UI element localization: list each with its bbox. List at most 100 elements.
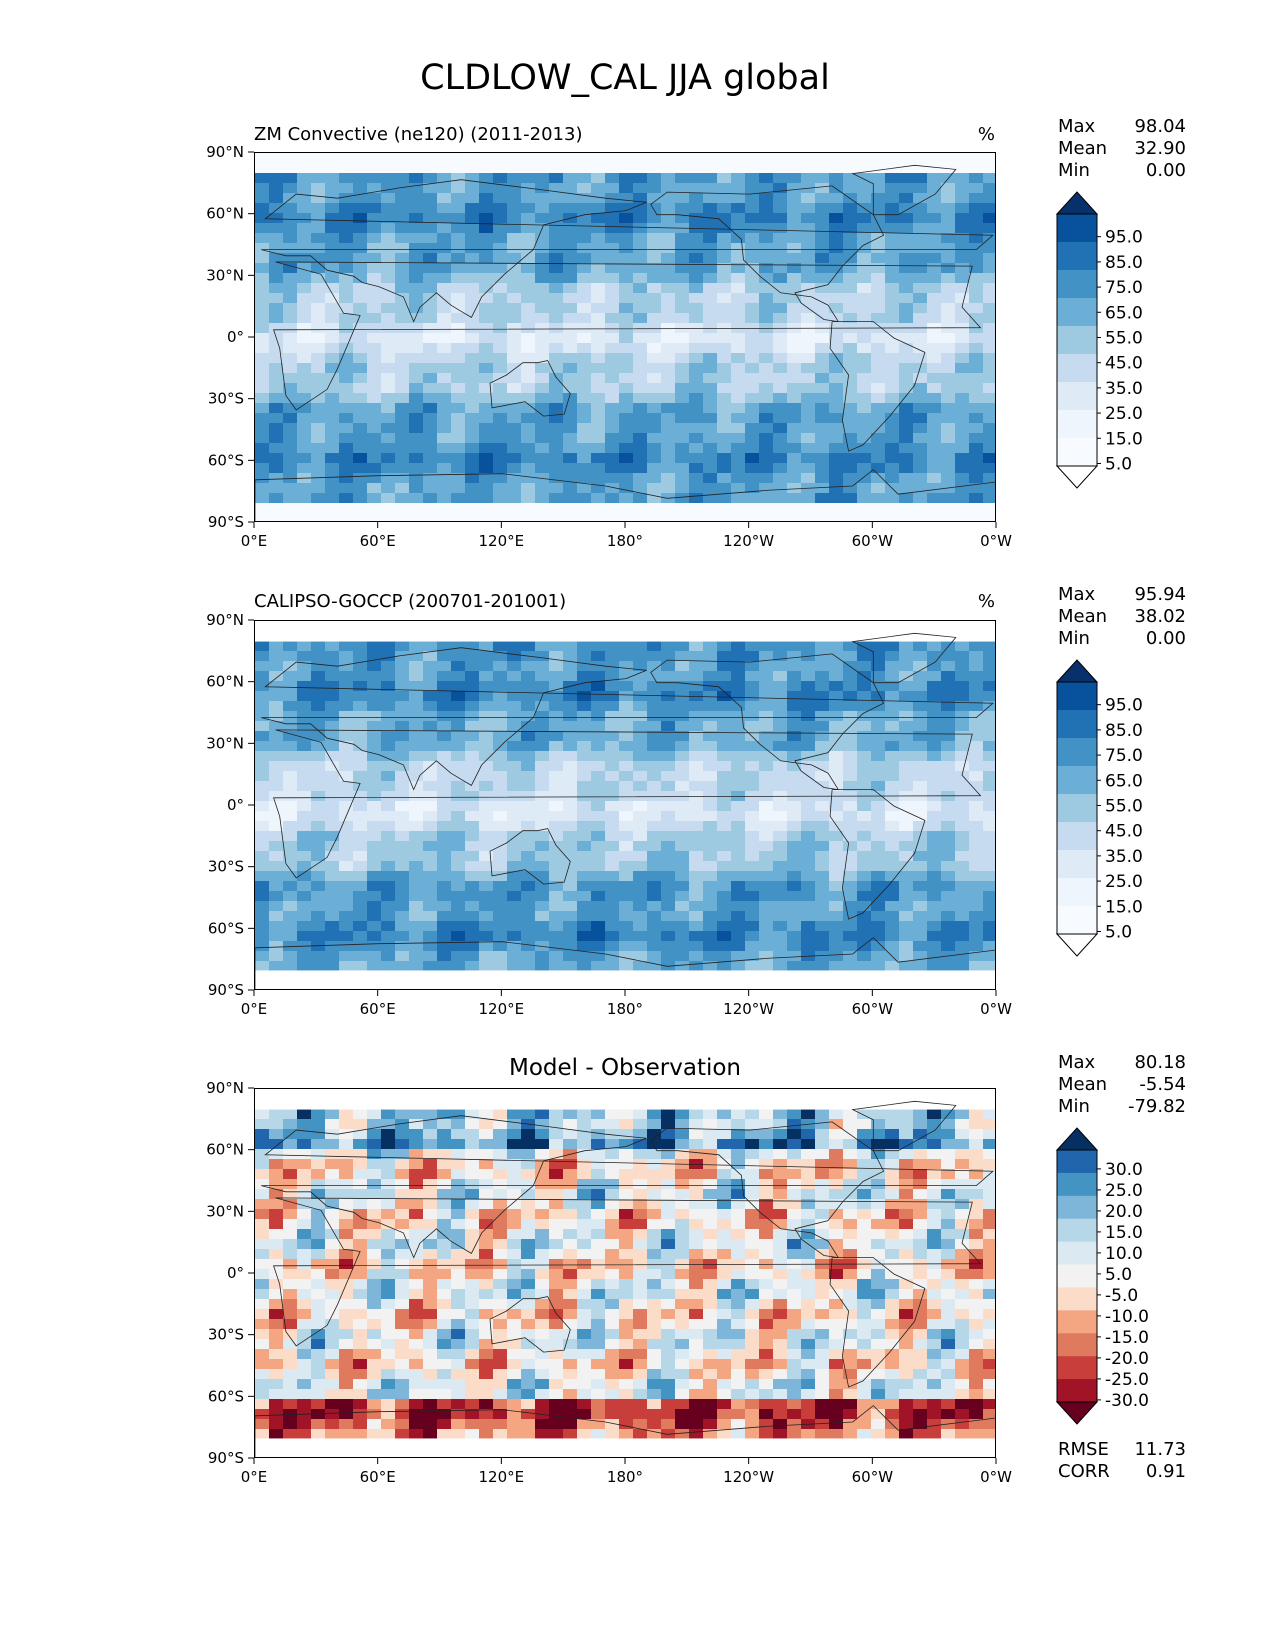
- x-tick-label: 180°: [607, 1000, 643, 1018]
- x-tick-label: 120°W: [723, 1468, 774, 1486]
- colorbar-label: 45.0: [1105, 822, 1143, 842]
- x-tick-label: 60°E: [360, 1468, 396, 1486]
- colorbar-segment: [1057, 1287, 1097, 1311]
- x-tick-label: 60°W: [852, 1468, 894, 1486]
- colorbar-label: 25.0: [1105, 1181, 1143, 1201]
- x-tick-label: 60°W: [852, 532, 894, 550]
- colorbar-label: 55.0: [1105, 796, 1143, 816]
- stats-box: Max 80.18 Mean -5.54 Min -79.82: [1058, 1052, 1186, 1118]
- y-tick-label: 0°: [227, 328, 244, 346]
- colorbar: 95.0 85.0 75.0 65.0 55.0 45.0 35.0 25.0 15.0 5.0: [1055, 659, 1143, 957]
- colorbar-frame: [1056, 213, 1098, 467]
- y-tick-label: 0°: [227, 796, 244, 814]
- colorbar-segment: [1057, 878, 1097, 907]
- panel-title: ZM Convective (ne120) (2011-2013): [254, 124, 583, 145]
- stat-max: Max 80.18: [1058, 1052, 1186, 1073]
- map-axes: 0°E 60°E 120°E 180° 120°W 60°W 0°W 90°N 60°N 30°N…: [206, 611, 1012, 1018]
- colorbar-label: -30.0: [1105, 1391, 1149, 1411]
- colorbar-segment: [1057, 1150, 1097, 1174]
- panel-model: ZM Convective (ne120) (2011-2013) % 0°E 6…: [0, 0, 1275, 550]
- colorbar-label: 95.0: [1105, 228, 1143, 248]
- colorbar-label: 35.0: [1105, 379, 1143, 399]
- y-tick-label: 30°S: [208, 1326, 244, 1344]
- y-tick-label: 60°S: [208, 1387, 244, 1405]
- colorbar-segment: [1057, 766, 1097, 795]
- y-tick-label: 30°N: [206, 734, 244, 752]
- x-tick-label: 0°W: [980, 1000, 1012, 1018]
- x-tick-label: 60°W: [852, 1000, 894, 1018]
- colorbar-label: 15.0: [1105, 429, 1143, 449]
- colorbar-label: 25.0: [1105, 872, 1143, 892]
- y-tick-label: 90°N: [206, 611, 244, 629]
- y-tick-label: 60°S: [208, 919, 244, 937]
- stat-rmse: RMSE 11.73: [1058, 1439, 1186, 1460]
- colorbar-label: -25.0: [1105, 1370, 1149, 1390]
- colorbar-frame: [1056, 681, 1098, 935]
- map-plot: [254, 1088, 996, 1458]
- y-tick-label: 90°S: [208, 981, 244, 999]
- y-tick-label: 90°S: [208, 513, 244, 531]
- colorbar-label: 15.0: [1105, 1223, 1143, 1243]
- colorbar-label: 85.0: [1105, 253, 1143, 273]
- y-tick-label: 30°N: [206, 266, 244, 284]
- colorbar-extend-max: [1055, 1127, 1099, 1151]
- y-tick-label: 60°N: [206, 1141, 244, 1159]
- colorbar-segment: [1057, 326, 1097, 355]
- map-axes: 0°E 60°E 120°E 180° 120°W 60°W 0°W 90°N 60°N 30°N…: [206, 1079, 1012, 1486]
- colorbar-segment: [1057, 1333, 1097, 1357]
- x-tick-label: 60°E: [360, 532, 396, 550]
- y-tick-label: 90°N: [206, 1079, 244, 1097]
- colorbar-label: 75.0: [1105, 746, 1143, 766]
- stat-mean: Mean -5.54: [1058, 1074, 1186, 1095]
- colorbar-segment: [1057, 270, 1097, 299]
- colorbar-label: 25.0: [1105, 404, 1143, 424]
- stat-min: Min 0.00: [1058, 628, 1186, 649]
- colorbar: 95.0 85.0 75.0 65.0 55.0 45.0 35.0 25.0 15.0 5.0: [1055, 191, 1143, 489]
- coastlines: [255, 164, 995, 521]
- map-axes: 0°E 60°E 120°E 180° 120°W 60°W 0°W 90°N 60°N 30°N…: [206, 143, 1012, 550]
- stat-min: Min -79.82: [1058, 1096, 1186, 1117]
- colorbar-label: -15.0: [1105, 1328, 1149, 1348]
- x-tick-label: 120°W: [723, 1000, 774, 1018]
- x-tick-label: 0°E: [241, 1468, 268, 1486]
- map-plot: [254, 620, 996, 990]
- coastlines: [255, 632, 995, 989]
- field-cells: [255, 641, 995, 972]
- colorbar-segment: [1057, 850, 1097, 879]
- colorbar-label: 15.0: [1105, 897, 1143, 917]
- stat-corr: CORR 0.91: [1058, 1461, 1186, 1482]
- metrics-box: RMSE 11.73 CORR 0.91: [1058, 1439, 1186, 1483]
- y-tick-label: 60°N: [206, 205, 244, 223]
- map-plot: [254, 152, 996, 522]
- colorbar-segment: [1057, 1310, 1097, 1334]
- stats-box: Max 95.94 Mean 38.02 Min 0.00: [1058, 584, 1186, 650]
- coastlines: [255, 1100, 995, 1457]
- colorbar-segment: [1057, 214, 1097, 243]
- colorbar-segment: [1057, 242, 1097, 271]
- panel-title: Model - Observation: [508, 1055, 742, 1081]
- colorbar-label: 55.0: [1105, 328, 1143, 348]
- colorbar-segment: [1057, 1241, 1097, 1265]
- x-tick-label: 120°E: [479, 532, 525, 550]
- colorbar-label: -20.0: [1105, 1349, 1149, 1369]
- colorbar-segment: [1057, 1356, 1097, 1380]
- x-tick-label: 180°: [607, 1468, 643, 1486]
- panel-difference: Model - Observation 0°E 60°E 120°E 180° 120°…: [0, 0, 1275, 1486]
- colorbar-segment: [1057, 906, 1097, 935]
- x-tick-label: 120°E: [479, 1000, 525, 1018]
- colorbar-label: 65.0: [1105, 771, 1143, 791]
- colorbar-frame: [1056, 1149, 1098, 1403]
- y-tick-label: 90°N: [206, 143, 244, 161]
- colorbar-segment: [1057, 410, 1097, 439]
- x-tick-label: 120°W: [723, 532, 774, 550]
- colorbar: 30.025.020.015.010.05.0-5.0-10.0-15.0-20…: [1055, 1127, 1149, 1425]
- y-tick-label: 90°S: [208, 1449, 244, 1467]
- field-cells: [255, 153, 995, 521]
- x-tick-label: 0°E: [241, 1000, 268, 1018]
- colorbar-label: 20.0: [1105, 1202, 1143, 1222]
- panel-title: CALIPSO-GOCCP (200701-201001): [254, 591, 567, 612]
- colorbar-segment: [1057, 682, 1097, 711]
- colorbar-segment: [1057, 382, 1097, 411]
- stat-max: Max 98.04: [1058, 116, 1186, 137]
- colorbar-label: 10.0: [1105, 1244, 1143, 1264]
